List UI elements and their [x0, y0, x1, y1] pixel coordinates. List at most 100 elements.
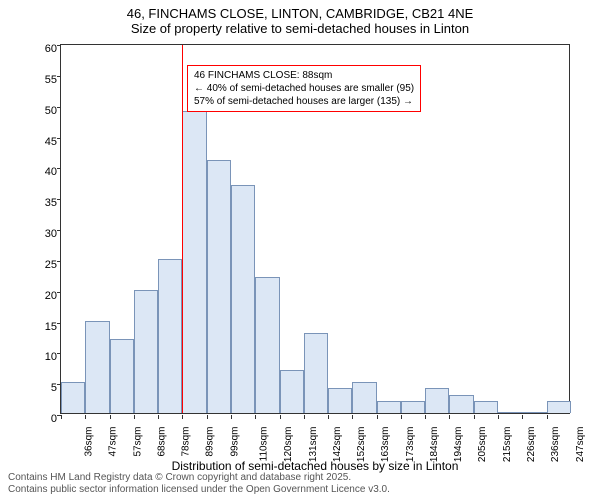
footer-line-1: Contains HM Land Registry data © Crown c…	[8, 472, 390, 484]
x-tick-mark	[352, 415, 353, 419]
x-tick-label: 247sqm	[575, 427, 586, 463]
x-tick-mark	[158, 415, 159, 419]
y-tick-label: 15	[33, 321, 57, 333]
y-tick-mark	[57, 107, 61, 108]
x-tick-mark	[401, 415, 402, 419]
annotation-box: 46 FINCHAMS CLOSE: 88sqm← 40% of semi-de…	[187, 65, 421, 112]
histogram-bar	[547, 401, 571, 413]
y-tick-label: 40	[33, 166, 57, 178]
x-tick-label: 47sqm	[108, 427, 119, 457]
y-tick-label: 0	[33, 413, 57, 425]
x-tick-label: 99sqm	[229, 427, 240, 457]
footer-line-2: Contains public sector information licen…	[8, 484, 390, 496]
x-tick-label: 184sqm	[429, 427, 440, 463]
x-tick-label: 215sqm	[502, 427, 513, 463]
x-tick-mark	[255, 415, 256, 419]
x-tick-label: 205sqm	[478, 427, 489, 463]
histogram-bar	[498, 412, 522, 413]
histogram-bar	[304, 333, 328, 413]
x-tick-label: 131sqm	[308, 427, 319, 463]
annotation-line: 57% of semi-detached houses are larger (…	[194, 95, 414, 108]
x-tick-mark	[449, 415, 450, 419]
x-tick-label: 152sqm	[356, 427, 367, 463]
histogram-bar	[425, 388, 449, 413]
x-tick-mark	[182, 415, 183, 419]
y-tick-mark	[57, 323, 61, 324]
y-tick-mark	[57, 230, 61, 231]
x-axis-label: Distribution of semi-detached houses by …	[60, 459, 570, 473]
plot-area: 05101520253035404550556036sqm47sqm57sqm6…	[60, 44, 570, 414]
x-tick-label: 236sqm	[550, 427, 561, 463]
page-title-1: 46, FINCHAMS CLOSE, LINTON, CAMBRIDGE, C…	[0, 6, 600, 21]
y-tick-label: 50	[33, 105, 57, 117]
x-tick-label: 110sqm	[258, 427, 269, 462]
x-tick-label: 68sqm	[156, 427, 167, 457]
x-tick-mark	[207, 415, 208, 419]
y-tick-mark	[57, 292, 61, 293]
x-tick-mark	[61, 415, 62, 419]
x-tick-label: 78sqm	[181, 427, 192, 457]
y-tick-label: 30	[33, 228, 57, 240]
annotation-line: ← 40% of semi-detached houses are smalle…	[194, 82, 414, 95]
x-tick-mark	[280, 415, 281, 419]
y-tick-mark	[57, 168, 61, 169]
histogram-bar	[352, 382, 376, 413]
y-tick-label: 45	[33, 136, 57, 148]
y-tick-label: 60	[33, 43, 57, 55]
x-tick-label: 89sqm	[205, 427, 216, 457]
y-tick-mark	[57, 199, 61, 200]
histogram-bar	[377, 401, 401, 413]
x-tick-mark	[425, 415, 426, 419]
histogram-bar	[474, 401, 498, 413]
y-tick-label: 5	[33, 382, 57, 394]
y-tick-mark	[57, 261, 61, 262]
x-tick-mark	[498, 415, 499, 419]
page-title-2: Size of property relative to semi-detach…	[0, 21, 600, 36]
x-tick-mark	[85, 415, 86, 419]
x-tick-label: 120sqm	[283, 427, 294, 463]
x-tick-mark	[377, 415, 378, 419]
x-tick-mark	[547, 415, 548, 419]
x-tick-label: 163sqm	[380, 427, 391, 463]
x-tick-label: 226sqm	[526, 427, 537, 463]
x-tick-mark	[328, 415, 329, 419]
x-tick-mark	[231, 415, 232, 419]
y-tick-label: 35	[33, 197, 57, 209]
x-tick-label: 57sqm	[132, 427, 143, 457]
histogram-bar	[134, 290, 158, 413]
x-tick-mark	[110, 415, 111, 419]
histogram-bar	[255, 277, 279, 413]
y-tick-label: 10	[33, 351, 57, 363]
y-tick-label: 55	[33, 74, 57, 86]
x-tick-label: 36sqm	[84, 427, 95, 457]
histogram-bar	[449, 395, 473, 414]
histogram-bar	[231, 185, 255, 413]
footer-credits: Contains HM Land Registry data © Crown c…	[8, 472, 390, 496]
histogram-bar	[110, 339, 134, 413]
x-tick-mark	[134, 415, 135, 419]
y-tick-mark	[57, 45, 61, 46]
histogram-bar	[182, 111, 206, 413]
x-tick-label: 173sqm	[405, 427, 416, 463]
histogram-bar	[280, 370, 304, 413]
x-tick-mark	[474, 415, 475, 419]
y-tick-mark	[57, 353, 61, 354]
y-tick-mark	[57, 76, 61, 77]
y-tick-label: 20	[33, 290, 57, 302]
histogram-bar	[61, 382, 85, 413]
histogram-bar	[158, 259, 182, 413]
y-tick-label: 25	[33, 259, 57, 271]
annotation-line: 46 FINCHAMS CLOSE: 88sqm	[194, 69, 414, 82]
chart-container: Number of semi-detached properties 05101…	[60, 44, 570, 414]
x-tick-label: 142sqm	[332, 427, 343, 463]
histogram-bar	[522, 412, 546, 413]
marker-line	[182, 45, 183, 413]
histogram-bar	[401, 401, 425, 413]
histogram-bar	[328, 388, 352, 413]
histogram-bar	[85, 321, 109, 414]
x-tick-label: 194sqm	[453, 427, 464, 463]
x-tick-mark	[522, 415, 523, 419]
y-tick-mark	[57, 138, 61, 139]
x-tick-mark	[304, 415, 305, 419]
histogram-bar	[207, 160, 231, 413]
